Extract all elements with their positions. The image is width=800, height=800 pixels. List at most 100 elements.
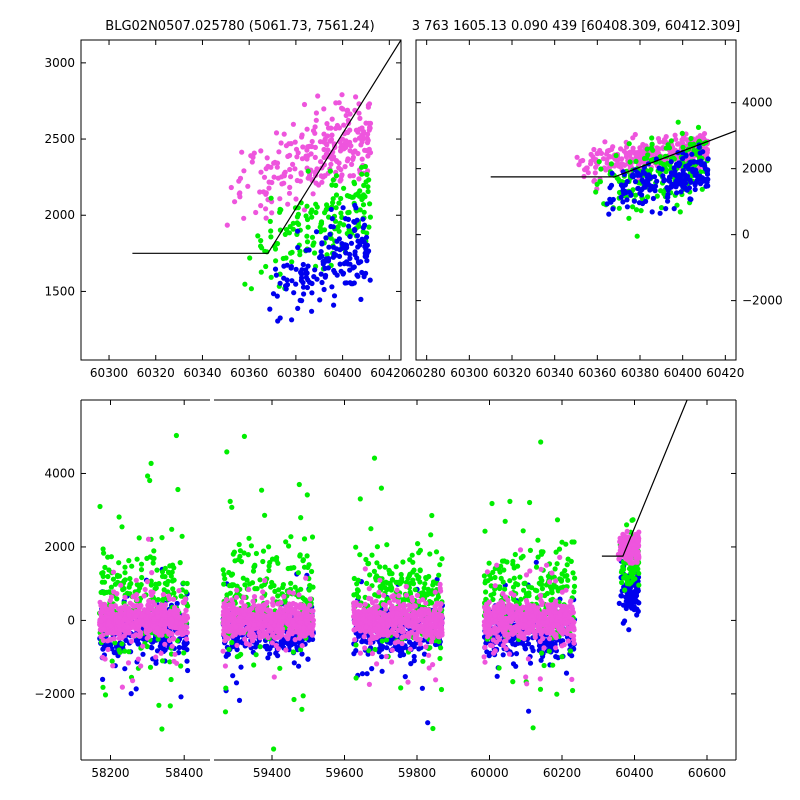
data-point — [275, 601, 281, 607]
data-point — [134, 592, 140, 598]
data-point — [425, 586, 431, 593]
data-point — [390, 605, 396, 612]
data-point — [270, 600, 276, 606]
data-point — [406, 573, 412, 579]
data-point — [309, 308, 315, 314]
data-point — [299, 156, 305, 162]
data-point — [395, 599, 401, 605]
data-point — [221, 604, 227, 610]
data-point — [295, 211, 301, 217]
data-point — [366, 224, 372, 230]
data-point — [658, 160, 664, 166]
data-point — [679, 130, 685, 136]
data-point — [343, 112, 349, 119]
data-point — [106, 567, 112, 573]
data-point — [663, 206, 669, 212]
data-point — [270, 632, 276, 638]
data-point — [701, 161, 707, 167]
data-point — [331, 251, 337, 257]
data-point — [122, 564, 128, 570]
data-point — [252, 644, 259, 650]
data-point — [236, 191, 242, 197]
data-point — [270, 596, 276, 602]
data-point — [389, 659, 395, 665]
data-point — [230, 633, 236, 639]
data-point — [242, 627, 248, 633]
data-point — [345, 129, 351, 136]
data-point — [222, 663, 228, 669]
data-point — [482, 580, 488, 586]
data-point — [291, 606, 297, 612]
data-point — [371, 568, 377, 575]
data-point — [116, 560, 122, 566]
data-point — [300, 557, 306, 563]
data-point — [359, 156, 365, 162]
data-point — [298, 615, 304, 621]
data-point — [246, 535, 252, 541]
data-point — [167, 659, 173, 665]
data-point — [305, 263, 311, 269]
data-point — [591, 146, 597, 153]
data-point — [138, 663, 144, 669]
data-point — [176, 615, 182, 621]
data-point — [291, 660, 297, 666]
data-point — [322, 274, 328, 280]
data-point — [529, 585, 535, 591]
data-point — [354, 233, 360, 239]
data-point — [122, 594, 128, 601]
data-point — [268, 195, 274, 201]
data-point — [133, 577, 139, 583]
data-point — [261, 174, 268, 180]
data-point — [303, 247, 309, 253]
data-point — [290, 220, 296, 226]
data-point — [359, 671, 366, 677]
data-point — [110, 663, 116, 669]
data-point — [597, 179, 604, 185]
data-point — [262, 512, 268, 518]
data-point — [305, 564, 311, 571]
data-point — [650, 147, 656, 153]
data-point — [133, 613, 139, 619]
data-point — [248, 543, 254, 549]
data-point — [138, 561, 145, 567]
data-point — [364, 671, 370, 677]
data-point — [266, 567, 272, 574]
data-point — [388, 583, 394, 589]
data-point — [644, 146, 650, 152]
data-point — [319, 279, 325, 286]
data-point — [412, 614, 418, 620]
data-point — [109, 646, 115, 652]
data-point — [233, 680, 240, 686]
data-point — [657, 154, 663, 160]
data-point — [339, 245, 345, 251]
data-point — [366, 648, 372, 654]
data-point — [269, 210, 275, 216]
data-point — [674, 141, 681, 147]
data-point — [304, 618, 310, 624]
frame — [80, 39, 402, 361]
data-point — [674, 181, 680, 187]
data-point — [267, 625, 273, 631]
data-point — [340, 271, 346, 277]
data-point — [539, 586, 546, 592]
data-point — [306, 587, 312, 593]
data-point — [175, 486, 181, 493]
data-point — [661, 191, 667, 197]
data-point — [486, 560, 492, 566]
data-point — [328, 137, 335, 143]
data-point — [160, 591, 166, 598]
data-point — [288, 264, 294, 270]
data-point — [525, 641, 532, 647]
data-point — [507, 578, 513, 584]
data-point — [527, 547, 534, 554]
data-point — [318, 249, 324, 255]
data-point — [304, 147, 310, 153]
data-point — [546, 648, 552, 654]
data-point — [343, 250, 349, 256]
x-tick-label: 60420 — [706, 366, 744, 380]
data-point — [404, 618, 411, 625]
data-point — [242, 619, 248, 626]
data-point — [395, 627, 401, 634]
data-point — [273, 258, 279, 264]
data-point — [409, 552, 415, 558]
